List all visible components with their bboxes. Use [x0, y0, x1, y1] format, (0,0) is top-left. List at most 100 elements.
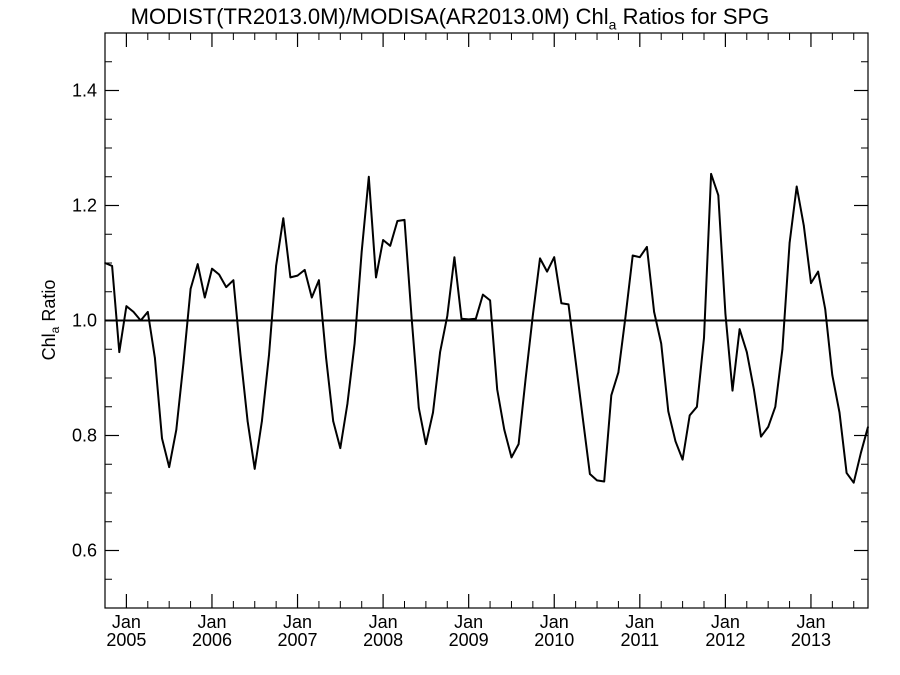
data-point — [667, 410, 670, 413]
data-point — [710, 173, 712, 175]
data-point — [246, 420, 249, 422]
data-point — [510, 456, 513, 459]
data-point — [168, 466, 170, 468]
data-point — [410, 316, 413, 319]
x-tick-label-month: Jan — [454, 612, 483, 632]
data-point — [617, 371, 620, 374]
data-point — [253, 468, 256, 470]
data-point — [261, 420, 263, 422]
data-point — [225, 286, 228, 288]
data-point — [182, 362, 185, 365]
data-point — [118, 351, 121, 353]
title-subscript: a — [608, 16, 617, 33]
data-point — [375, 276, 377, 279]
data-point — [453, 256, 456, 259]
data-point — [432, 411, 434, 414]
x-tick-label-month: Jan — [112, 612, 141, 632]
x-tick-label-year: 2009 — [449, 630, 489, 650]
y-tick-label: 1.2 — [72, 196, 97, 216]
data-point — [460, 317, 463, 320]
data-point — [111, 265, 113, 267]
data-point — [810, 282, 812, 284]
data-point — [139, 319, 142, 322]
data-point — [282, 217, 285, 219]
data-point — [104, 262, 106, 264]
data-point — [631, 254, 634, 257]
data-point — [717, 194, 720, 196]
y-tick-label: 1.4 — [72, 81, 97, 101]
data-point — [639, 256, 641, 259]
data-point — [275, 265, 277, 267]
data-point — [353, 342, 356, 345]
data-point — [446, 315, 449, 317]
data-point — [325, 357, 327, 359]
data-point — [368, 175, 370, 178]
x-tick-label-month: Jan — [197, 612, 226, 632]
data-point — [774, 405, 777, 408]
data-point — [831, 374, 834, 376]
data-point — [204, 296, 206, 299]
data-point — [803, 224, 805, 227]
data-point — [517, 443, 520, 445]
axis-tick-labels: 0.60.81.01.21.4Jan2005Jan2006Jan2007Jan2… — [72, 81, 831, 651]
y-tick-label: 0.6 — [72, 541, 97, 561]
data-point — [346, 403, 349, 405]
x-tick-label-month: Jan — [540, 612, 569, 632]
y-axis-label: Chla Ratio — [39, 280, 62, 361]
data-point — [154, 357, 156, 359]
data-point — [332, 420, 334, 422]
data-point — [289, 276, 292, 279]
y-tick-label: 0.8 — [72, 426, 97, 446]
data-point — [560, 302, 563, 305]
data-point — [724, 312, 727, 315]
data-point — [553, 256, 556, 259]
data-point — [760, 435, 762, 438]
data-point — [496, 388, 498, 391]
data-point — [688, 414, 691, 417]
data-point — [339, 447, 342, 449]
x-tick-label-year: 2008 — [363, 630, 403, 650]
data-point — [788, 242, 791, 244]
x-tick-label-year: 2013 — [791, 630, 831, 650]
data-point — [703, 336, 705, 339]
data-point — [146, 311, 149, 313]
data-point — [161, 437, 163, 440]
chart-title: MODIST(TR2013.0M)/MODISA(AR2013.0M) Chla… — [0, 4, 900, 32]
title-tail: Ratios for SPG — [616, 4, 770, 29]
x-tick-label-year: 2006 — [192, 630, 232, 650]
x-tick-label-year: 2010 — [534, 630, 574, 650]
data-point — [175, 428, 178, 431]
series-line — [104, 172, 869, 484]
data-point — [232, 279, 235, 282]
data-point — [189, 288, 192, 290]
data-point — [795, 185, 798, 188]
data-point — [532, 313, 534, 316]
data-point — [296, 274, 299, 277]
data-point — [653, 311, 655, 313]
data-point — [489, 299, 491, 302]
data-point — [425, 443, 427, 445]
data-point — [646, 246, 648, 248]
y-tick-label: 1.0 — [72, 311, 97, 331]
data-point — [845, 472, 848, 474]
data-point — [546, 270, 548, 273]
data-point — [738, 328, 741, 330]
data-point — [589, 473, 591, 475]
x-tick-label-year: 2005 — [106, 630, 146, 650]
x-tick-label-month: Jan — [283, 612, 312, 632]
data-point — [767, 426, 769, 428]
data-point — [824, 308, 827, 310]
x-tick-label-month: Jan — [711, 612, 740, 632]
data-point — [382, 239, 384, 241]
data-point — [838, 411, 841, 414]
data-points — [104, 173, 869, 484]
data-point — [318, 279, 320, 282]
data-point — [268, 354, 270, 356]
data-point — [467, 318, 470, 321]
ylabel-main: Chl — [39, 333, 59, 360]
data-point — [781, 348, 784, 351]
data-point — [360, 250, 363, 253]
data-point — [475, 317, 477, 320]
data-point — [852, 481, 855, 484]
